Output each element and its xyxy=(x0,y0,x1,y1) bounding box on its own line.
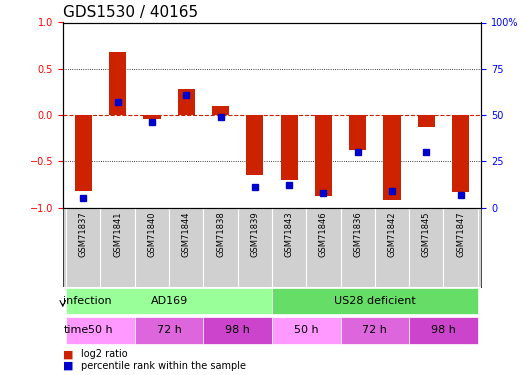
Text: GSM71838: GSM71838 xyxy=(216,211,225,257)
Text: ■: ■ xyxy=(63,350,73,359)
Text: GSM71845: GSM71845 xyxy=(422,211,431,257)
Bar xyxy=(418,115,435,127)
Bar xyxy=(280,115,298,180)
Text: GSM71844: GSM71844 xyxy=(181,211,191,257)
Text: 98 h: 98 h xyxy=(225,326,250,336)
Text: 72 h: 72 h xyxy=(156,326,181,336)
Text: US28 deficient: US28 deficient xyxy=(334,296,416,306)
Text: log2 ratio: log2 ratio xyxy=(81,350,128,359)
FancyBboxPatch shape xyxy=(135,317,203,344)
Text: 72 h: 72 h xyxy=(362,326,388,336)
Bar xyxy=(383,115,401,200)
Bar xyxy=(178,89,195,115)
Text: percentile rank within the sample: percentile rank within the sample xyxy=(81,361,246,370)
FancyBboxPatch shape xyxy=(340,317,409,344)
Bar xyxy=(143,115,161,119)
Text: GSM71843: GSM71843 xyxy=(285,211,293,257)
Text: GSM71846: GSM71846 xyxy=(319,211,328,257)
Text: GSM71847: GSM71847 xyxy=(456,211,465,257)
FancyBboxPatch shape xyxy=(409,317,477,344)
Bar xyxy=(349,115,366,150)
Text: GSM71836: GSM71836 xyxy=(353,211,362,257)
Bar xyxy=(212,106,229,115)
Text: ■: ■ xyxy=(63,361,73,370)
Text: AD169: AD169 xyxy=(151,296,188,306)
Text: infection: infection xyxy=(63,296,112,306)
FancyBboxPatch shape xyxy=(66,317,135,344)
Text: 50 h: 50 h xyxy=(88,326,113,336)
FancyBboxPatch shape xyxy=(272,288,477,315)
Text: GSM71837: GSM71837 xyxy=(79,211,88,257)
FancyBboxPatch shape xyxy=(203,317,272,344)
Text: GSM71842: GSM71842 xyxy=(388,211,396,257)
Bar xyxy=(246,115,264,175)
Bar xyxy=(452,115,469,192)
FancyBboxPatch shape xyxy=(272,317,340,344)
Bar xyxy=(75,115,92,191)
Text: GDS1530 / 40165: GDS1530 / 40165 xyxy=(63,5,198,20)
Text: 98 h: 98 h xyxy=(431,326,456,336)
Text: GSM71841: GSM71841 xyxy=(113,211,122,257)
Text: time: time xyxy=(63,326,89,336)
Text: GSM71840: GSM71840 xyxy=(147,211,156,257)
Bar xyxy=(109,52,126,115)
FancyBboxPatch shape xyxy=(66,288,272,315)
Bar xyxy=(315,115,332,196)
Text: 50 h: 50 h xyxy=(294,326,319,336)
Text: GSM71839: GSM71839 xyxy=(251,211,259,257)
